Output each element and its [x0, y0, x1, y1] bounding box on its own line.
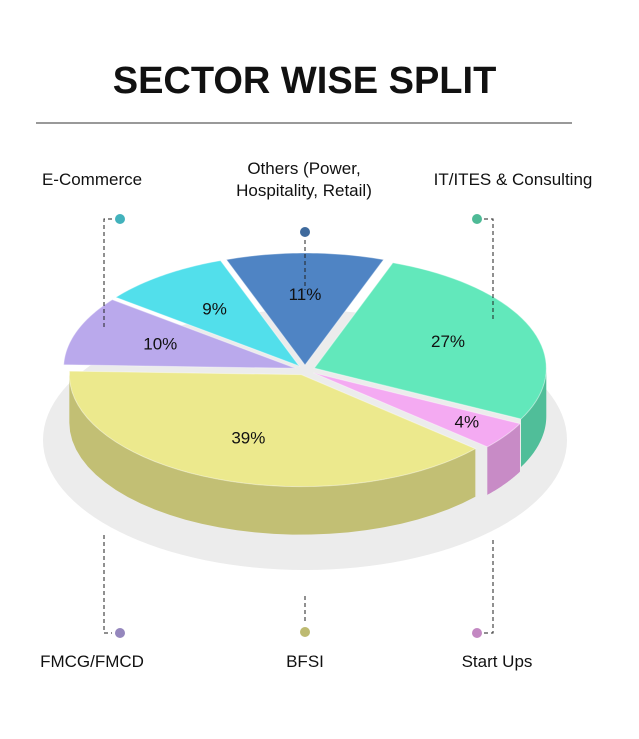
- legend-dot: [472, 628, 482, 638]
- legend-dot: [115, 628, 125, 638]
- value-label: 11%: [289, 285, 322, 304]
- slice: [313, 262, 547, 420]
- legend-label: IT/ITES & Consulting: [433, 170, 593, 189]
- slice-side: [487, 423, 520, 495]
- leader-line: [484, 218, 494, 320]
- legend-label: E-Commerce: [41, 170, 143, 189]
- leader-line: [103, 535, 112, 634]
- value-label: 4%: [454, 413, 479, 432]
- slice: [63, 299, 296, 369]
- legend-dot: [115, 214, 125, 224]
- slice: [313, 372, 521, 448]
- legend-label: Others (Power, Hospitality, Retail): [236, 159, 372, 200]
- legend-dot: [472, 214, 482, 224]
- slice: [114, 260, 301, 368]
- legend-label: BFSI: [286, 652, 324, 671]
- slice-side: [69, 374, 476, 535]
- slice: [68, 370, 477, 488]
- value-label: 39%: [231, 429, 265, 448]
- value-label: 9%: [202, 299, 227, 318]
- value-label: 27%: [431, 332, 465, 351]
- chart-title: SECTOR WISE SPLIT: [112, 60, 497, 102]
- legend-dot: [300, 627, 310, 637]
- slice-side: [521, 368, 547, 468]
- leader-line: [103, 218, 112, 330]
- value-label: 10%: [143, 334, 177, 353]
- slice: [225, 252, 385, 366]
- legend-label: FMCG/FMCD: [40, 652, 144, 671]
- legend-dot: [300, 227, 310, 237]
- leader-line: [484, 540, 494, 634]
- legend-label: Start Ups: [461, 652, 533, 671]
